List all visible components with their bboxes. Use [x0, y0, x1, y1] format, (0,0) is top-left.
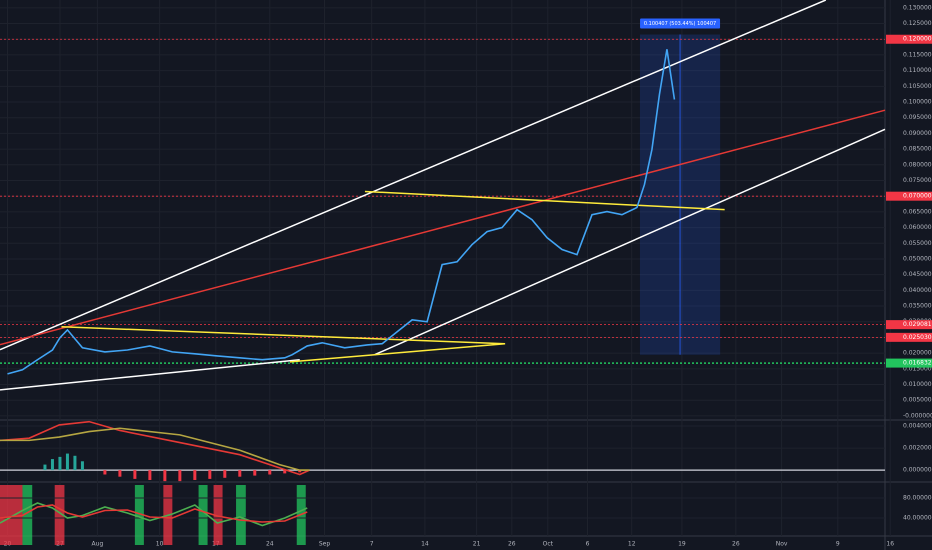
histogram-bar: [133, 470, 137, 479]
signal-band: [22, 485, 33, 545]
y-tick-label: 0.004000: [903, 423, 932, 430]
signal-band: [236, 485, 246, 545]
histogram-bar: [118, 470, 122, 477]
x-tick-label: 19: [678, 541, 686, 548]
histogram-bar: [253, 470, 257, 476]
x-tick-label: 6: [586, 541, 590, 548]
y-tick-label: 0.060000: [903, 224, 932, 231]
histogram-bar: [148, 470, 152, 480]
y-tick-label: 0.130000: [903, 4, 932, 11]
histogram-bar: [80, 461, 84, 471]
y-tick-label: 0.050000: [903, 255, 932, 262]
trend-line: [0, 0, 827, 351]
y-tick-label: 0.090000: [903, 130, 932, 137]
series-line: [7, 49, 676, 375]
histogram-bar: [163, 470, 167, 482]
y-tick-label: -0.000000: [903, 412, 932, 419]
trend-line: [0, 109, 886, 346]
histogram-bar: [268, 470, 272, 475]
x-tick-label: 9: [836, 541, 840, 548]
y-tick-label: 0.035000: [903, 303, 932, 310]
y-tick-label: 0.055000: [903, 240, 932, 247]
y-tick-label: 0.065000: [903, 208, 932, 215]
y-tick-label: 0.110000: [903, 67, 932, 74]
price-label-bg: [886, 320, 932, 330]
x-tick-label: 14: [421, 541, 429, 548]
x-tick-label: Sep: [319, 541, 331, 548]
y-tick-label: 0.020000: [903, 350, 932, 357]
y-tick-label: 80.000000: [903, 495, 932, 502]
signal-band: [198, 485, 208, 545]
histogram-bar: [50, 459, 54, 471]
histogram-bar: [208, 470, 212, 479]
price-label: 0.120000: [903, 36, 932, 43]
series-line: [0, 504, 308, 523]
y-tick-label: 0.080000: [903, 161, 932, 168]
price-label-bg: [886, 332, 932, 342]
series-line: [0, 420, 310, 476]
x-tick-label: 7: [370, 541, 374, 548]
histogram-bar: [43, 464, 47, 471]
y-tick-label: 40.000000: [903, 515, 932, 522]
trend-line: [289, 342, 506, 363]
y-tick-label: 0.075000: [903, 177, 932, 184]
price-label: 0.025030: [903, 334, 932, 341]
x-tick-label: 10: [156, 541, 164, 548]
x-tick-label: 21: [473, 541, 481, 548]
y-tick-label: 0.125000: [903, 20, 932, 27]
y-tick-label: 0.000000: [903, 467, 932, 474]
measure-label: 0.100407 (503.44%) 100407: [644, 21, 716, 27]
x-tick-label: 16: [886, 541, 894, 548]
histogram-bar: [73, 455, 77, 471]
price-label: 0.016832: [903, 360, 932, 367]
x-tick-label: 24: [266, 541, 274, 548]
histogram-bar: [58, 456, 62, 471]
x-tick-label: Aug: [92, 541, 104, 548]
trend-line: [374, 128, 886, 356]
price-label: 0.070000: [903, 193, 932, 200]
price-label-bg: [886, 34, 932, 44]
y-tick-label: 0.002000: [903, 445, 932, 452]
y-tick-label: 0.010000: [903, 381, 932, 388]
histogram-bar: [238, 470, 242, 477]
measure-label-bg: [640, 18, 721, 29]
signal-band: [213, 485, 223, 545]
y-tick-label: 0.105000: [903, 83, 932, 90]
y-tick-label: 0.005000: [903, 397, 932, 404]
histogram-bar: [103, 470, 107, 475]
x-tick-label: 12: [628, 541, 636, 548]
y-tick-label: 0.115000: [903, 51, 932, 58]
y-tick-label: 0.085000: [903, 146, 932, 153]
y-tick-label: 0.095000: [903, 114, 932, 121]
histogram-bar: [298, 470, 302, 473]
trend-line: [0, 358, 300, 391]
histogram-bar: [65, 453, 69, 471]
price-label: 0.029081: [903, 321, 932, 328]
trend-line: [364, 190, 725, 211]
x-tick-label: Nov: [776, 541, 788, 548]
histogram-bar: [223, 470, 227, 478]
price-label-bg: [886, 191, 932, 201]
y-tick-label: 0.100000: [903, 99, 932, 106]
signal-band: [134, 485, 144, 545]
histogram-bar: [283, 470, 287, 474]
x-tick-label: 26: [732, 541, 740, 548]
y-tick-label: 0.045000: [903, 271, 932, 278]
y-tick-label: 0.040000: [903, 287, 932, 294]
signal-band: [54, 485, 65, 545]
trend-line: [61, 326, 506, 345]
x-tick-label: Oct: [543, 541, 554, 548]
x-tick-label: 26: [508, 541, 516, 548]
series-line: [0, 427, 310, 471]
histogram-bar: [178, 470, 182, 482]
y-tick-label: 0.015000: [903, 365, 932, 372]
signal-band: [0, 485, 23, 545]
price-label-bg: [886, 358, 932, 368]
histogram-bar: [193, 470, 197, 480]
